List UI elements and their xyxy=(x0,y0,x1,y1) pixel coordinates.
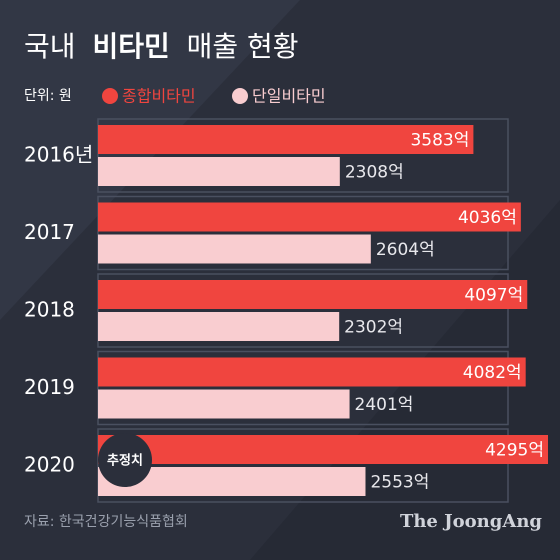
plot: 2016년 3583억 2308억 2017 4036억 2604억 2018 4097억 23… xyxy=(24,118,548,503)
legend-label: 단일비타민 xyxy=(252,87,326,106)
value-label: 4036억 xyxy=(458,208,517,228)
bar xyxy=(98,357,526,387)
bar xyxy=(98,389,350,419)
bar xyxy=(98,435,548,464)
bar xyxy=(98,125,474,154)
annotation-badge xyxy=(98,433,152,487)
value-label: 3583억 xyxy=(410,131,469,151)
legend-label: 종합비타민 xyxy=(122,87,196,106)
chart-title: 국내 비타민 매출 현황 xyxy=(24,30,299,63)
legend-swatch xyxy=(232,88,248,104)
unit-note: 단위: 원 xyxy=(24,88,72,104)
bar xyxy=(98,202,521,232)
title-part: 비타민 xyxy=(92,30,169,63)
legend-swatch xyxy=(102,88,118,104)
bar xyxy=(98,157,340,186)
y-tick-label: 2019 xyxy=(24,375,75,399)
bar xyxy=(98,234,371,264)
brand: The JoongAng xyxy=(400,511,542,532)
title-part: 국내 xyxy=(24,30,76,63)
title-part: 매출 현황 xyxy=(187,30,299,63)
bar xyxy=(98,280,528,309)
y-tick-label: 2017 xyxy=(24,220,75,244)
value-label: 2553억 xyxy=(370,473,429,493)
value-label: 4082억 xyxy=(463,363,522,383)
value-label: 2604억 xyxy=(376,240,435,260)
group-frame xyxy=(97,428,509,503)
annotation: 추정치 xyxy=(107,453,143,469)
value-label: 2302억 xyxy=(344,318,403,338)
legend: 종합비타민 단일비타민 xyxy=(102,87,326,106)
value-label: 4295억 xyxy=(485,441,544,461)
group-frame xyxy=(97,273,509,348)
value-label: 2401억 xyxy=(355,395,414,415)
value-label: 2308억 xyxy=(345,163,404,183)
y-tick-label: 2018 xyxy=(24,298,75,322)
value-label: 4097억 xyxy=(464,286,523,306)
source: 자료: 한국건강기능식품협회 xyxy=(24,514,188,530)
y-tick-label: 2016년 xyxy=(24,143,93,167)
bar xyxy=(98,312,340,341)
group-frame xyxy=(97,350,509,426)
group-frame xyxy=(97,195,509,271)
y-tick-label: 2020 xyxy=(24,453,75,477)
group-frame xyxy=(97,118,509,193)
